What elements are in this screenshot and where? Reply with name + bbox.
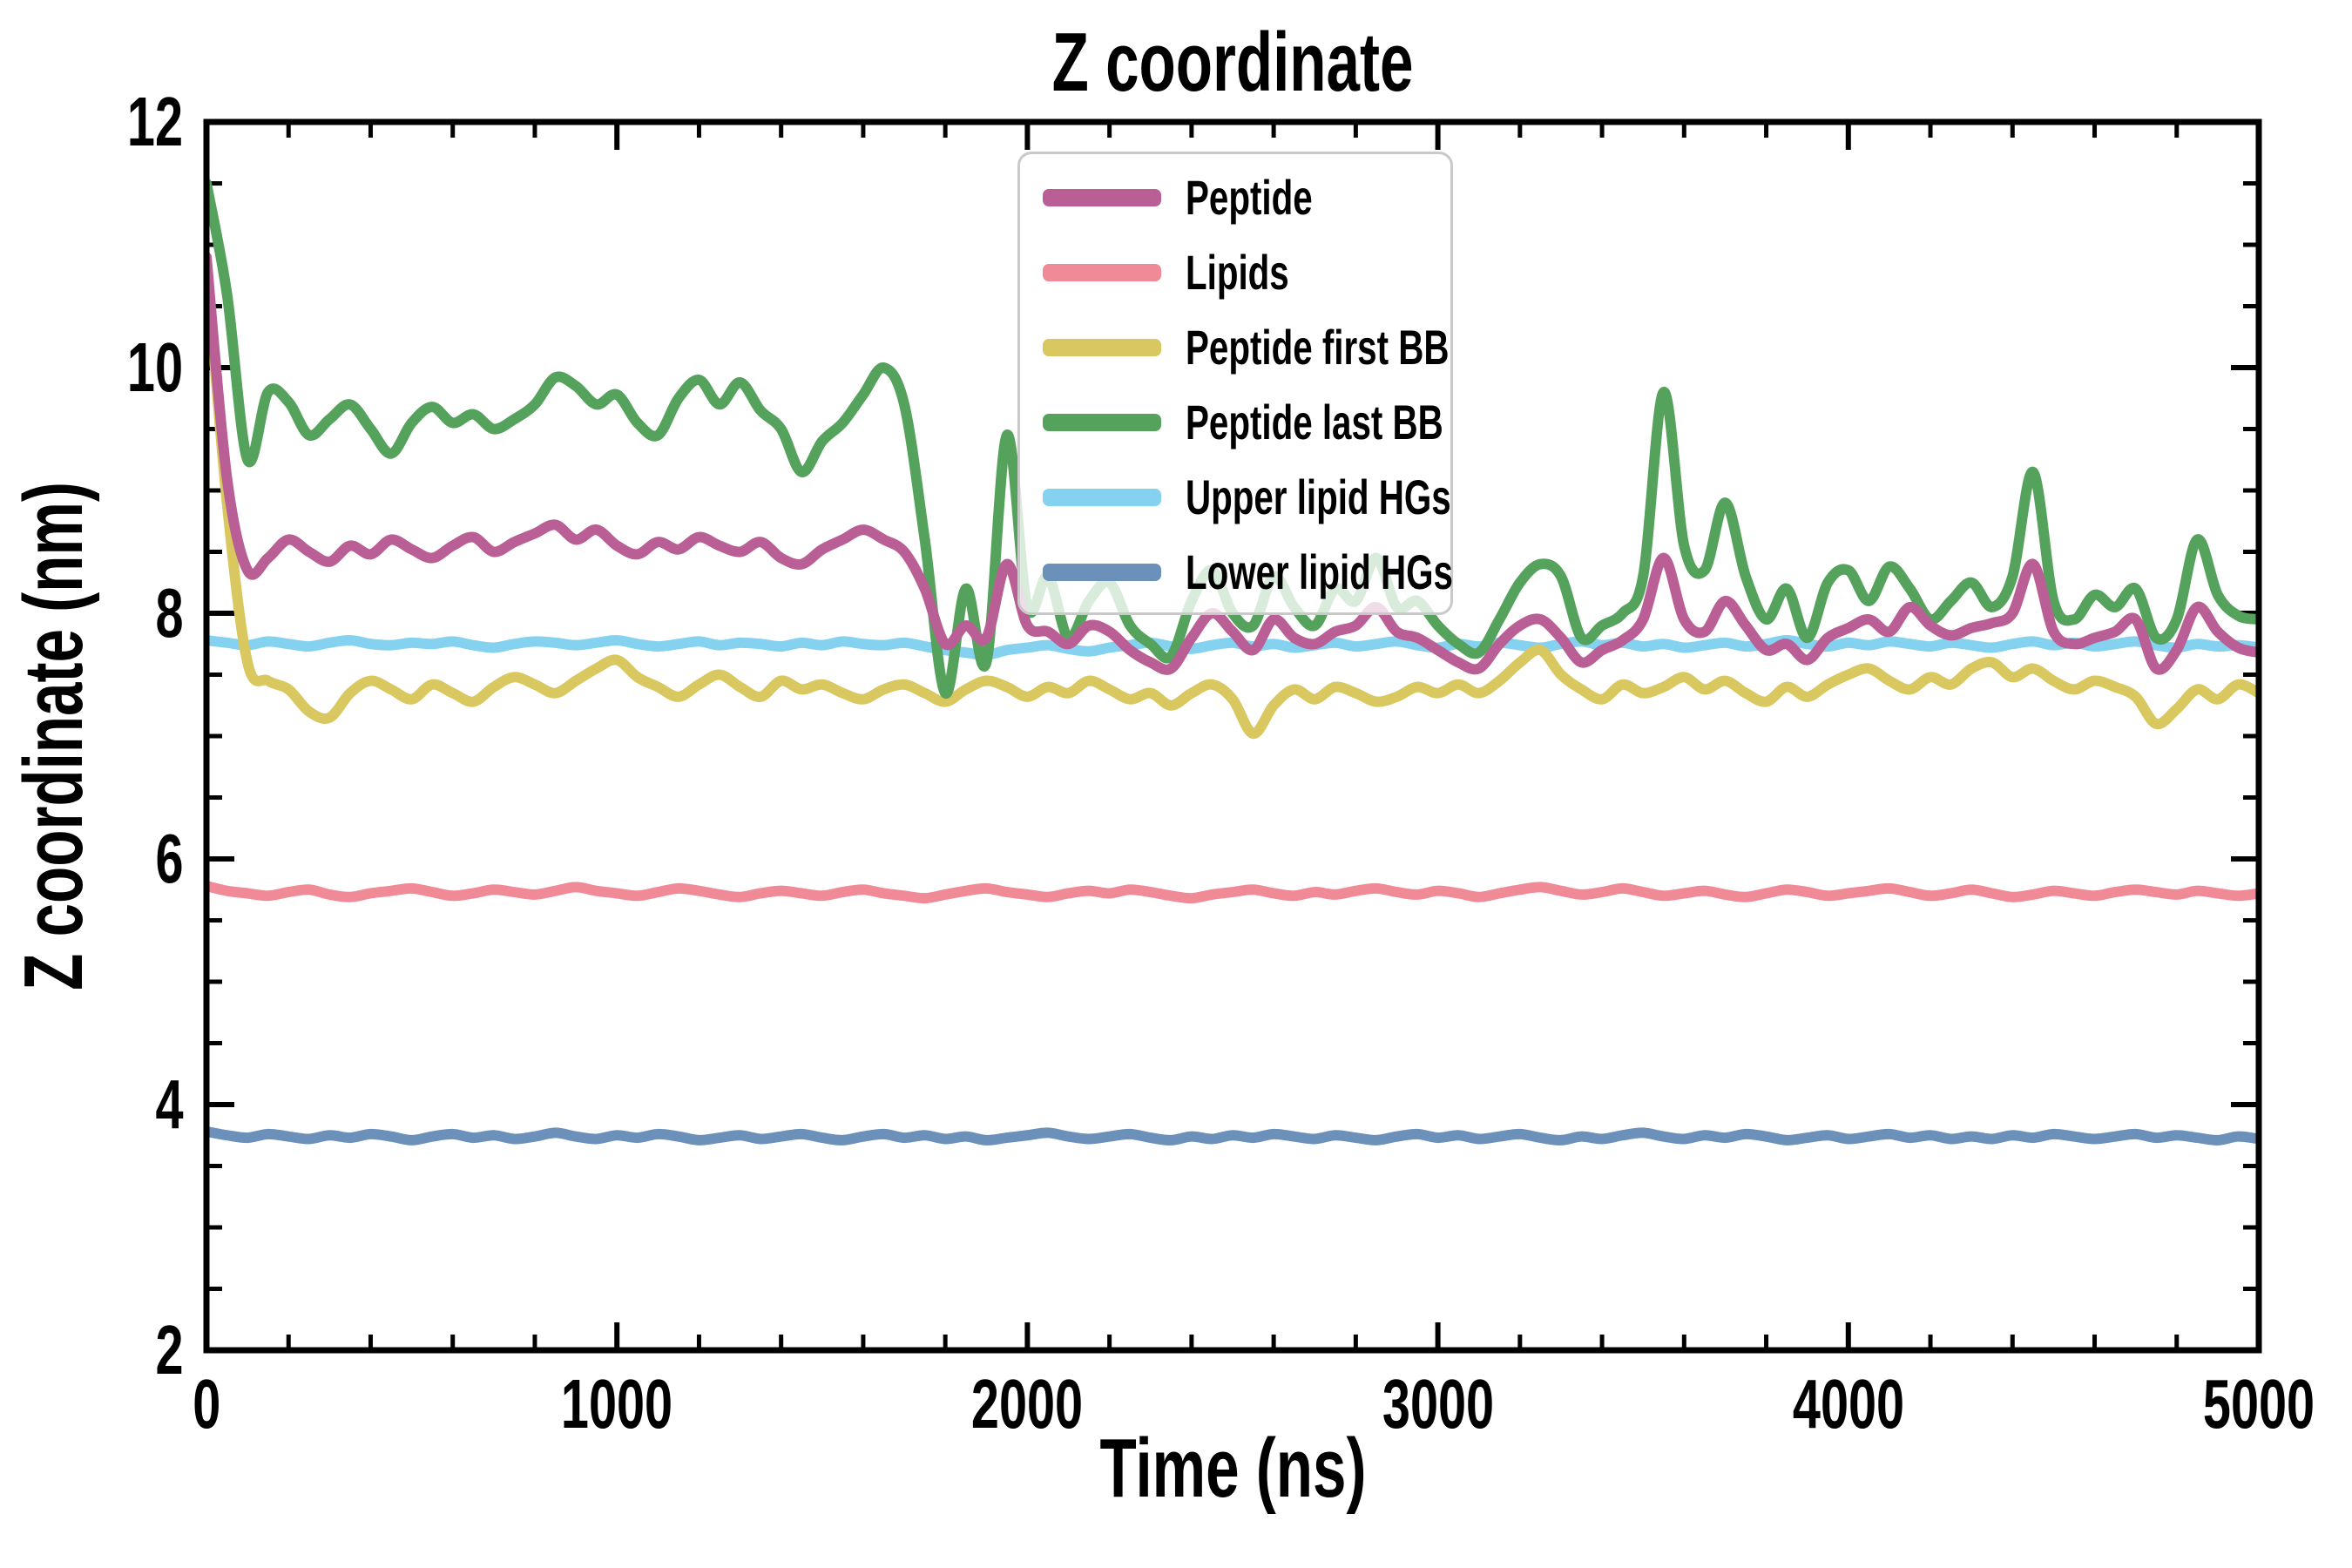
x-axis-label: Time (ns): [206, 1425, 2259, 1512]
x-axis-label-text: Time (ns): [1099, 1422, 1366, 1515]
series-line-lower-lipid-hgs: [206, 1126, 2259, 1146]
legend-item-peptide-last-bb: Peptide last BB: [1020, 385, 1450, 460]
legend-swatch-lipids: [1043, 264, 1161, 281]
x-tick-label: 4000: [1792, 1365, 1904, 1443]
legend-label-lipids: Lipids: [1186, 245, 1289, 300]
legend-item-peptide: Peptide: [1020, 160, 1450, 235]
y-tick-label: 12: [126, 83, 183, 160]
y-tick-label: 8: [154, 574, 183, 652]
y-tick-label: 2: [154, 1311, 183, 1389]
legend-swatch-lower-lipid-hgs: [1043, 564, 1161, 581]
legend-swatch-peptide-first-bb: [1043, 339, 1161, 356]
x-tick-label: 3000: [1382, 1365, 1494, 1443]
legend-swatch-peptide: [1043, 189, 1161, 206]
series-line-peptide-first-bb: [206, 258, 2259, 740]
legend-swatch-peptide-last-bb: [1043, 414, 1161, 431]
y-tick-label: 10: [126, 328, 183, 406]
series-line-lipids: [206, 881, 2259, 904]
legend-item-lower-lipid-hgs: Lower lipid HGs: [1020, 535, 1453, 610]
legend: Peptide Lipids Peptide first BB Peptide …: [1017, 152, 1453, 615]
legend-label-peptide-first-bb: Peptide first BB: [1186, 320, 1450, 375]
y-tick-label: 4: [154, 1065, 183, 1143]
legend-label-upper-lipid-hgs: Upper lipid HGs: [1186, 470, 1451, 524]
y-tick-label: 6: [154, 820, 183, 897]
legend-item-peptide-first-bb: Peptide first BB: [1020, 310, 1450, 385]
x-tick-label: 5000: [2202, 1365, 2315, 1443]
x-tick-label: 0: [192, 1365, 221, 1443]
chart-title: Z coordinate: [206, 19, 2259, 106]
series-line-upper-lipid-hgs: [206, 635, 2259, 660]
series-line-peptide: [206, 252, 2259, 675]
legend-item-upper-lipid-hgs: Upper lipid HGs: [1020, 460, 1451, 535]
legend-label-lower-lipid-hgs: Lower lipid HGs: [1186, 544, 1453, 599]
chart-title-text: Z coordinate: [1051, 16, 1414, 109]
legend-item-lipids: Lipids: [1020, 235, 1450, 310]
legend-swatch-upper-lipid-hgs: [1043, 489, 1161, 506]
legend-label-peptide: Peptide: [1186, 170, 1313, 225]
plot-spines: [203, 118, 2262, 1354]
legend-label-peptide-last-bb: Peptide last BB: [1186, 395, 1443, 449]
x-tick-label: 1000: [561, 1365, 673, 1443]
x-tick-label: 2000: [971, 1365, 1084, 1443]
